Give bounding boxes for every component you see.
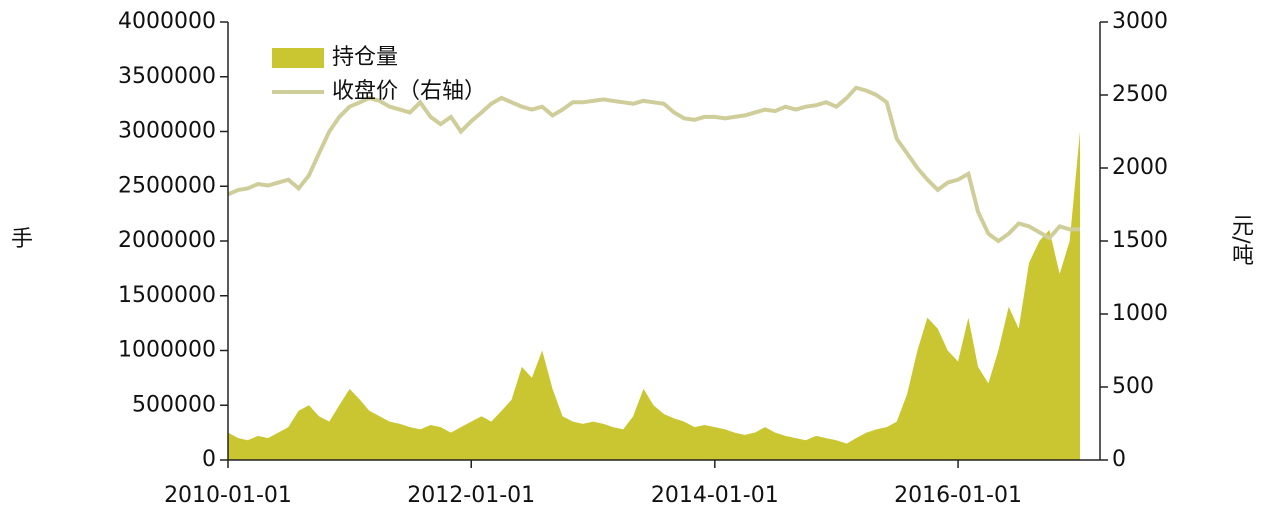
y-axis-label: 手 (11, 227, 33, 252)
y-tick-label: 1500000 (118, 283, 216, 308)
y-tick-label: 3500000 (118, 64, 216, 89)
y2-tick-label: 3000 (1112, 9, 1168, 34)
x-tick-label: 2010-01-01 (164, 483, 292, 508)
y2-tick-label: 0 (1112, 447, 1126, 472)
x-tick-label: 2014-01-01 (651, 483, 779, 508)
line (227, 85, 1080, 244)
y-tick-label: 2500000 (118, 173, 216, 198)
area (228, 131, 1081, 460)
y2-axis-label: 元/吨 (1228, 214, 1253, 266)
y2-tick-label: 1500 (1112, 228, 1168, 253)
x-tick-label: 2016-01-01 (894, 483, 1022, 508)
y-tick-label: 1000000 (118, 338, 216, 363)
x-tick-label: 2012-01-01 (407, 483, 535, 508)
y-tick-label: 500000 (132, 392, 216, 417)
y2-tick-label: 500 (1112, 374, 1154, 399)
y2-tick-label: 2500 (1112, 82, 1168, 107)
y2-tick-label: 2000 (1112, 155, 1168, 180)
y-tick-label: 4000000 (118, 9, 216, 34)
y-tick-label: 3000000 (118, 119, 216, 144)
y2-tick-label: 1000 (1112, 301, 1168, 326)
legend-label: 持仓量 (332, 45, 398, 70)
y-tick-label: 0 (202, 447, 216, 472)
legend-label: 收盘价（右轴） (332, 79, 486, 104)
y-tick-label: 2000000 (118, 228, 216, 253)
legend-swatch (272, 48, 324, 68)
